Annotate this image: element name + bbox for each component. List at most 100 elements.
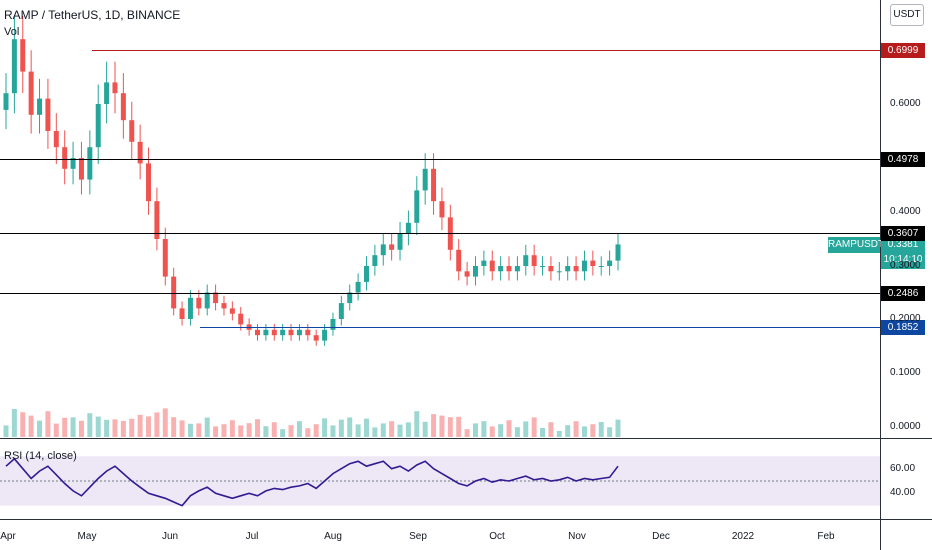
volume-bar xyxy=(514,427,520,437)
candle-body xyxy=(540,266,546,267)
candle-body xyxy=(120,93,126,121)
chart-legend: RAMP / TetherUS, 1D, BINANCE xyxy=(4,8,181,22)
level-tag: 0.1852 xyxy=(881,320,925,335)
volume-bar xyxy=(154,412,160,437)
candle-body xyxy=(506,266,512,272)
candle-body xyxy=(20,39,26,72)
candle-body xyxy=(523,255,529,266)
candle-body xyxy=(431,168,437,202)
volume-bar xyxy=(280,429,286,437)
candle-body xyxy=(171,276,177,309)
candle-body xyxy=(179,308,185,319)
volume-bar xyxy=(431,414,437,437)
volume-bar xyxy=(607,427,613,437)
candle-body xyxy=(3,93,9,110)
y-tick-label: 0.6000 xyxy=(890,98,921,109)
volume-bar xyxy=(305,428,311,437)
candle-body xyxy=(104,82,110,104)
y-tick-label: 0.4000 xyxy=(890,206,921,217)
volume-bar xyxy=(456,416,462,437)
volume-bar xyxy=(53,423,59,437)
volume-bar xyxy=(255,419,261,437)
volume-bar xyxy=(238,425,244,437)
candle-body xyxy=(78,158,84,180)
candle-body xyxy=(28,71,34,115)
volume-bar xyxy=(414,411,420,437)
volume-bar xyxy=(179,420,185,437)
candle-body xyxy=(590,260,596,266)
x-tick-label: Aug xyxy=(324,531,342,542)
candle-body xyxy=(414,190,420,223)
candle-body xyxy=(37,98,43,115)
candle-body xyxy=(313,335,319,341)
volume-bar xyxy=(330,425,336,437)
candle-body xyxy=(565,266,571,272)
candle-body xyxy=(405,222,411,234)
volume-bar xyxy=(129,418,135,437)
volume-bar xyxy=(380,423,386,437)
candle-body xyxy=(271,329,277,336)
volume-bar xyxy=(355,424,361,437)
candle-body xyxy=(70,158,76,169)
candle-body xyxy=(598,266,604,267)
volume-bar xyxy=(196,423,202,437)
candle-body xyxy=(573,266,579,272)
candle-body xyxy=(255,329,261,336)
volume-bar xyxy=(389,421,395,437)
rsi-line xyxy=(5,457,619,507)
volume-bar xyxy=(187,423,193,437)
rsi-tick-label: 40.00 xyxy=(890,487,916,499)
candle-body xyxy=(330,319,336,330)
x-tick-label: May xyxy=(77,531,97,542)
candle-body xyxy=(380,244,386,256)
volume-bar xyxy=(347,417,353,437)
symbol-tag: RAMPUSDT xyxy=(828,237,884,253)
candle-body xyxy=(146,163,152,202)
volume-bar xyxy=(598,422,604,437)
candle-body xyxy=(221,303,227,309)
candle-body xyxy=(87,147,93,180)
candle-body xyxy=(322,329,328,341)
y-tick-label: 0.3000 xyxy=(890,260,921,271)
level-tag: 0.3607 xyxy=(881,226,925,241)
volume-bar xyxy=(288,425,294,437)
volume-bar xyxy=(87,413,93,437)
candle-body xyxy=(338,303,344,319)
candle-body xyxy=(129,120,135,142)
x-tick-label: Jul xyxy=(245,531,259,542)
candle-body xyxy=(481,260,487,266)
y-tick-label: 0.2000 xyxy=(890,313,921,324)
candle-body xyxy=(372,255,378,266)
candle-body xyxy=(581,260,587,272)
x-tick-label: Nov xyxy=(568,531,586,542)
candle-body xyxy=(229,308,235,314)
bar-countdown: 10:14:10 xyxy=(883,254,923,265)
volume-bar xyxy=(338,419,344,437)
candle-body xyxy=(45,98,51,131)
candle-body xyxy=(288,329,294,336)
volume-bar xyxy=(531,417,537,437)
level-tag: 0.2486 xyxy=(881,286,925,301)
x-tick-label: Apr xyxy=(0,531,16,542)
volume-bar xyxy=(489,426,495,437)
volume-bar xyxy=(45,411,51,437)
volume-bar xyxy=(590,424,596,437)
currency-button[interactable]: USDT xyxy=(890,4,924,26)
candle-body xyxy=(531,255,537,266)
candle-body xyxy=(363,266,369,282)
candle-body xyxy=(238,313,244,325)
candle-body xyxy=(489,260,495,272)
candle-body xyxy=(439,201,445,218)
candle-body xyxy=(305,329,311,336)
candle-body xyxy=(615,244,621,261)
candle-body xyxy=(456,249,462,272)
candle-body xyxy=(11,39,17,94)
volume-bar xyxy=(439,415,445,437)
volume-bar xyxy=(78,420,84,437)
volume-bar xyxy=(363,418,369,437)
volume-bar xyxy=(3,425,9,437)
volume-bar xyxy=(540,428,546,437)
volume-bar xyxy=(95,416,101,437)
volume-bar xyxy=(221,424,227,437)
